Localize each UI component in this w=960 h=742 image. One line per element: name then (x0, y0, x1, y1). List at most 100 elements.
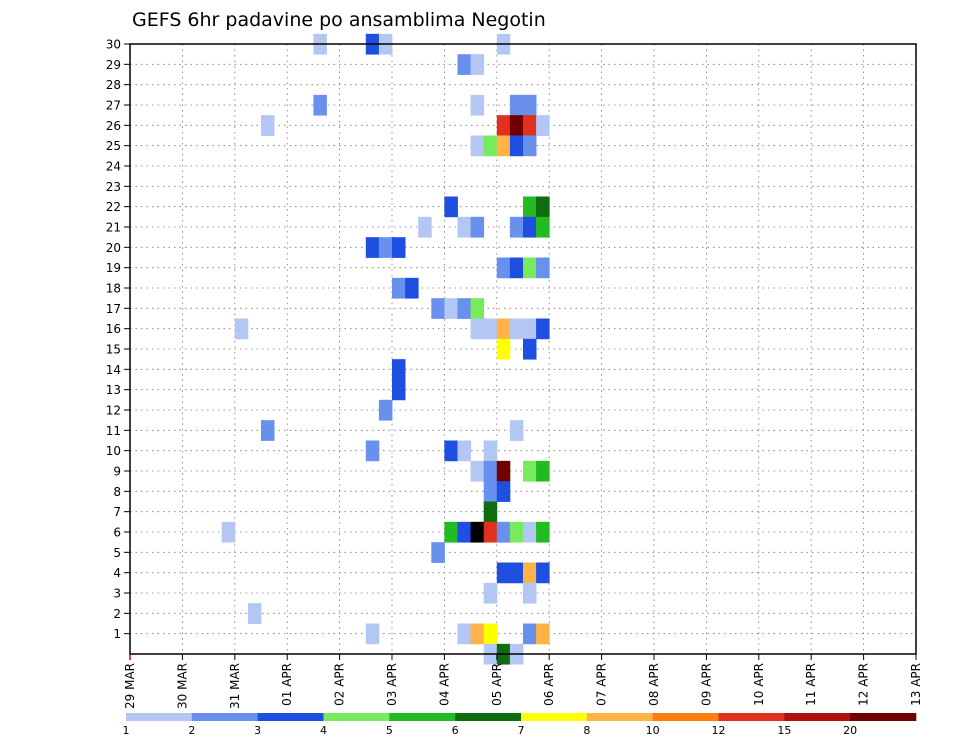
precip-cell (536, 216, 550, 238)
chart-title: GEFS 6hr padavine po ansamblima Negotin (132, 9, 546, 31)
y-axis: 1234567891011121314151617181920212223242… (106, 38, 130, 641)
precip-cell (536, 257, 550, 279)
precip-cell (470, 54, 485, 75)
precip-cell (457, 521, 471, 543)
precip-cell (536, 460, 550, 482)
y-tick-label: 28 (106, 78, 121, 92)
y-tick-label: 30 (106, 38, 121, 52)
precip-cell (509, 318, 524, 340)
x-tick-label: 10 APR (752, 663, 766, 706)
precip-cell (444, 298, 458, 319)
precip-cell (496, 318, 511, 340)
precip-cell (444, 440, 458, 462)
y-tick-label: 8 (113, 485, 121, 499)
precip-cell (483, 521, 498, 543)
precip-cell (234, 318, 249, 340)
precip-cell (523, 582, 537, 604)
colorbar-label: 8 (583, 724, 590, 737)
colorbar-swatch (257, 713, 324, 721)
y-tick-label: 12 (106, 404, 121, 418)
precip-cell (523, 562, 537, 584)
precip-cell (457, 216, 471, 238)
precip-cell (378, 237, 393, 258)
precip-cell (523, 521, 537, 543)
colorbar-label: 1 (123, 724, 130, 737)
precip-cell (523, 338, 537, 360)
precip-cell (523, 135, 537, 157)
precip-cell (470, 298, 485, 319)
precip-cell (523, 196, 537, 218)
y-tick-label: 23 (106, 180, 121, 194)
precip-cell (536, 318, 550, 340)
precip-cell (496, 135, 511, 157)
precip-cell (536, 562, 550, 584)
x-tick-label: 11 APR (804, 663, 818, 706)
colorbar-legend: 1 2 3 4 5 6 7 8 10 12 15 20 (123, 713, 917, 737)
colorbar-swatch (784, 713, 851, 721)
precip-cell (496, 481, 511, 502)
y-tick-label: 16 (106, 322, 121, 336)
precip-cell (457, 623, 471, 645)
x-tick-label: 12 APR (857, 663, 871, 706)
precip-cell (247, 603, 262, 624)
precip-cell (523, 216, 537, 238)
y-tick-label: 3 (113, 587, 121, 601)
precip-cell (496, 257, 511, 279)
precip-cell (457, 298, 471, 319)
precip-cell (523, 257, 537, 279)
precip-cell (470, 623, 485, 645)
x-tick-label: 07 APR (595, 663, 609, 706)
x-tick-label: 05 APR (490, 663, 504, 706)
precip-cell (392, 359, 406, 380)
y-tick-label: 6 (113, 526, 121, 540)
precip-cell (496, 115, 511, 136)
precipitation-cells (221, 33, 550, 665)
precip-cell (392, 237, 406, 258)
y-tick-label: 18 (106, 282, 121, 296)
precip-cell (536, 623, 550, 645)
precip-cell (523, 115, 537, 136)
precip-cell (536, 521, 550, 543)
y-tick-label: 21 (106, 221, 121, 235)
x-tick-label: 03 APR (385, 663, 399, 706)
colorbar-swatch (389, 713, 456, 721)
colorbar-label: 20 (843, 724, 857, 737)
y-tick-label: 29 (106, 58, 121, 72)
precip-cell (365, 237, 380, 258)
precip-cell (313, 94, 327, 116)
y-tick-label: 11 (106, 424, 121, 438)
precip-cell (496, 562, 511, 584)
precip-cell (261, 420, 275, 441)
precip-cell (496, 521, 511, 543)
y-tick-label: 13 (106, 383, 121, 397)
precip-cell (523, 460, 537, 482)
precip-cell (470, 318, 485, 340)
colorbar-swatch (586, 713, 653, 721)
y-tick-label: 26 (106, 119, 121, 133)
colorbar-swatch (126, 713, 193, 721)
precip-cell (221, 521, 236, 543)
x-tick-label: 31 MAR (228, 663, 242, 709)
colorbar-swatch (521, 713, 588, 721)
precip-cell (509, 94, 524, 116)
precip-cell (392, 277, 406, 299)
colorbar-label: 5 (386, 724, 393, 737)
precip-cell (523, 94, 537, 116)
colorbar-label: 6 (452, 724, 459, 737)
y-tick-label: 7 (113, 505, 121, 519)
precip-cell (509, 115, 524, 136)
precip-cell (483, 623, 498, 645)
y-tick-label: 20 (106, 241, 121, 255)
x-tick-label: 06 APR (542, 663, 556, 706)
precip-cell (378, 399, 393, 421)
y-tick-label: 9 (113, 465, 121, 479)
colorbar-swatch (652, 713, 719, 721)
precip-cell (496, 338, 511, 360)
precip-cell (470, 521, 485, 543)
precip-cell (392, 379, 406, 401)
precip-cell (483, 501, 498, 523)
precip-cell (470, 94, 485, 116)
precip-cell (431, 298, 445, 319)
precip-cell (470, 135, 485, 157)
